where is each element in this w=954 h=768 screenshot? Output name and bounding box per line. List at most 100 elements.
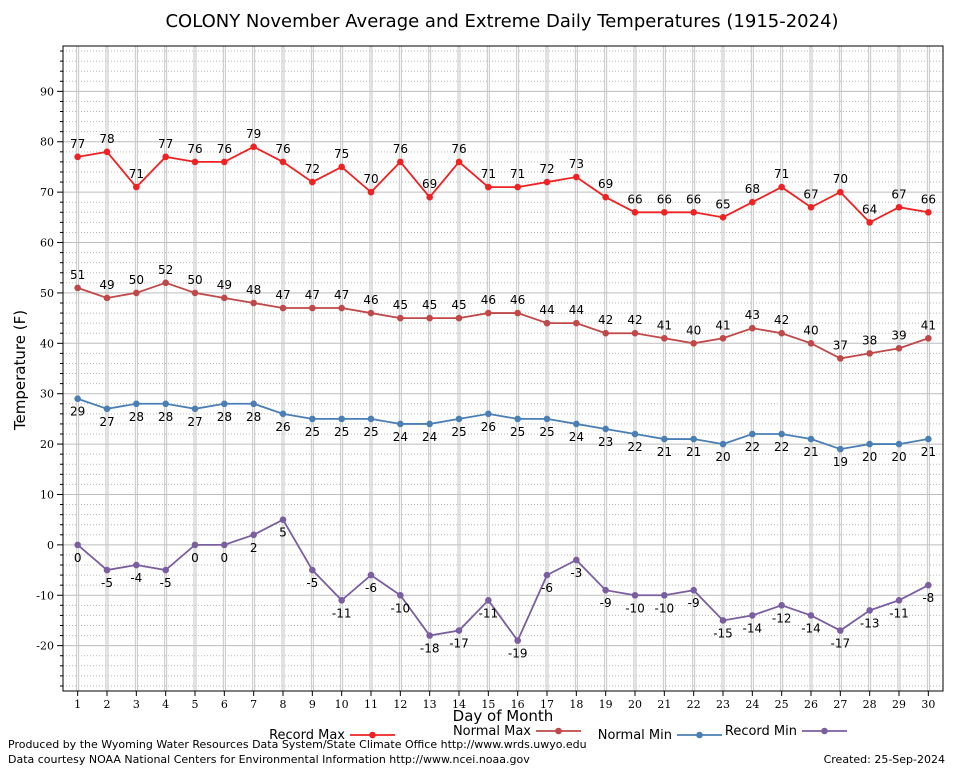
normal-max-data-label: 42 [598, 313, 613, 327]
x-tick-label: 19 [599, 698, 613, 711]
normal-max-data-label: 47 [334, 288, 349, 302]
normal-min-data-point [895, 440, 903, 448]
record-max-data-label: 75 [334, 147, 349, 161]
legend: Record Max Normal Max Normal Min Record Min [269, 724, 847, 743]
record-max-data-label: 76 [275, 142, 290, 156]
x-tick-label: 1 [74, 698, 81, 711]
x-tick-label: 28 [863, 698, 877, 711]
normal-min-data-label: 25 [334, 425, 349, 439]
x-tick-label: 5 [192, 698, 199, 711]
normal-min-data-label: 27 [99, 415, 114, 429]
normal-min-data-label: 26 [275, 420, 290, 434]
record-min-data-label: -11 [332, 606, 352, 620]
normal-min-data-point [367, 415, 375, 423]
record-max-data-label: 66 [921, 192, 936, 206]
record-min-data-label: -19 [508, 647, 528, 661]
y-tick-label: 50 [40, 287, 54, 300]
record-max-data-point [367, 188, 375, 196]
normal-max-data-point [631, 329, 639, 337]
normal-min-series-line [77, 397, 929, 451]
normal-max-data-point [749, 324, 756, 332]
normal-max-data-label: 42 [774, 313, 789, 327]
normal-max-data-point [778, 329, 785, 337]
x-tick-label: 24 [745, 698, 759, 711]
record-min-data-point [191, 541, 199, 549]
y-tick-label: 20 [40, 438, 54, 451]
normal-max-data-point [162, 279, 169, 287]
record-min-data-label: -11 [479, 606, 499, 620]
x-tick-label: 21 [657, 698, 671, 711]
x-tick-label: 10 [335, 698, 349, 711]
normal-max-data-point [338, 304, 345, 312]
x-tick-label: 30 [921, 698, 935, 711]
record-max-data-point [309, 178, 316, 186]
y-axis-ticks: -20 -10 0 10 20 30 40 50 60 70 80 90 [36, 50, 63, 687]
normal-min-data-label: 29 [70, 405, 85, 419]
x-tick-label: 4 [162, 698, 169, 711]
normal-min-data-point [807, 435, 815, 443]
y-tick-label: 30 [40, 388, 54, 401]
record-min-data-point [807, 612, 815, 619]
record-min-data-label: -10 [391, 601, 411, 615]
record-min-data-label: -5 [160, 576, 172, 590]
normal-max-data-label: 43 [745, 308, 760, 322]
record-max-data-label: 71 [774, 167, 789, 181]
normal-max-data-label: 48 [246, 283, 261, 297]
record-min-data-point [925, 581, 932, 589]
record-min-data-point [309, 566, 316, 574]
record-max-data-point [250, 143, 257, 151]
record-max-data-point [925, 208, 932, 216]
record-max-data-point [338, 163, 345, 171]
y-tick-label: 10 [40, 488, 54, 501]
record-max-data-label: 78 [99, 132, 114, 146]
normal-max-data-label: 38 [862, 333, 877, 347]
x-tick-label: 3 [133, 698, 140, 711]
normal-min-data-label: 25 [363, 425, 378, 439]
record-max-data-point [895, 203, 903, 211]
normal-max-series-line [77, 281, 929, 360]
record-max-data-label: 77 [70, 137, 85, 151]
x-tick-label: 12 [393, 698, 407, 711]
normal-max-data-label: 42 [627, 313, 642, 327]
record-min-data-point [103, 566, 111, 574]
x-tick-label: 17 [540, 698, 554, 711]
record-max-data-point [866, 219, 873, 226]
normal-max-data-label: 45 [451, 298, 466, 312]
normal-min-data-point [661, 435, 668, 443]
record-min-data-label: 2 [250, 541, 258, 555]
record-max-data-label: 76 [393, 142, 408, 156]
normal-max-data-point [690, 340, 697, 347]
record-max-data-label: 66 [657, 192, 672, 206]
x-tick-label: 22 [687, 698, 701, 711]
normal-min-data-point [602, 425, 609, 433]
record-min-data-point [837, 627, 844, 634]
normal-min-data-point [485, 410, 492, 418]
normal-min-data-point [778, 430, 785, 438]
x-tick-label: 13 [423, 698, 437, 711]
record-max-data-point [573, 173, 580, 181]
record-max-data-label: 76 [187, 142, 202, 156]
record-max-data-point [191, 158, 199, 166]
plot-frame [62, 45, 944, 692]
normal-max-data-label: 49 [99, 278, 114, 292]
normal-min-data-point [426, 420, 433, 428]
normal-max-data-label: 44 [539, 303, 554, 317]
plot-lines [74, 143, 932, 644]
normal-min-data-point [397, 420, 404, 428]
normal-min-data-point [74, 395, 81, 403]
record-min-data-label: -14 [743, 621, 763, 635]
normal-min-data-label: 28 [158, 410, 173, 424]
normal-min-data-label: 19 [833, 455, 848, 469]
normal-max-data-point [485, 309, 492, 317]
normal-max-data-point [74, 284, 81, 292]
normal-max-data-point [866, 350, 873, 357]
record-min-data-point [514, 637, 521, 644]
record-max-data-point [719, 214, 727, 221]
record-min-data-label: -10 [655, 601, 675, 615]
normal-max-data-label: 49 [217, 278, 232, 292]
record-min-data-label: -10 [625, 601, 645, 615]
y-tick-label: 90 [40, 85, 54, 98]
normal-max-data-label: 41 [921, 318, 936, 332]
record-max-data-point [103, 148, 111, 156]
record-max-series-line [77, 145, 929, 224]
